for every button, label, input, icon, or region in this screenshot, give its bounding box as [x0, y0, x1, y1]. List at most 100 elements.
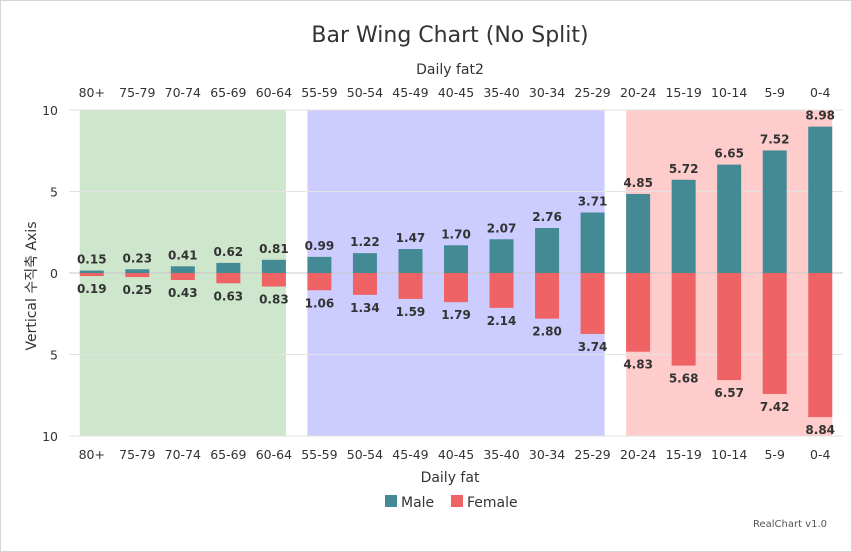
- bar-male-70-74: [170, 266, 195, 273]
- x-tick-top-label: 0-4: [810, 85, 830, 100]
- bar-male-30-34: [535, 228, 560, 273]
- data-label-female: 5.68: [669, 372, 699, 386]
- x-tick-top-label: 15-19: [665, 85, 701, 100]
- x-tick-bottom-label: 45-49: [392, 447, 428, 462]
- y-ticks: 10 5 0 5 10: [42, 103, 58, 444]
- data-label-female: 1.59: [396, 305, 426, 319]
- bar-male-35-40: [489, 239, 514, 273]
- bar-male-5-9: [762, 150, 787, 273]
- x-tick-bottom-label: 35-40: [483, 447, 519, 462]
- bar-male-20-24: [626, 193, 651, 273]
- y-tick-label: 10: [42, 103, 58, 118]
- x-tick-top-label: 25-29: [574, 85, 610, 100]
- bar-female-60-64: [261, 273, 286, 287]
- data-label-female: 0.83: [259, 293, 289, 307]
- x-tick-bottom-label: 55-59: [301, 447, 337, 462]
- bar-male-80+: [79, 270, 104, 273]
- x-tick-bottom-label: 25-29: [574, 447, 610, 462]
- bar-female-50-54: [352, 273, 377, 295]
- legend-label-female: Female: [467, 495, 518, 511]
- x-tick-bottom-label: 15-19: [665, 447, 701, 462]
- x-tick-top-label: 20-24: [620, 85, 656, 100]
- x-tick-top-label: 80+: [79, 85, 105, 100]
- data-label-male: 0.41: [168, 248, 198, 262]
- x-tick-top-label: 10-14: [711, 85, 747, 100]
- data-label-male: 6.65: [714, 147, 744, 161]
- data-label-female: 7.42: [760, 400, 790, 414]
- x-tick-top-label: 5-9: [764, 85, 784, 100]
- x-tick-bottom-label: 50-54: [347, 447, 383, 462]
- x-tick-bottom-label: 0-4: [810, 447, 830, 462]
- bar-female-40-45: [444, 273, 468, 303]
- y-tick-label: 0: [50, 266, 58, 281]
- bar-female-45-49: [398, 273, 423, 299]
- x-ticks-bottom: 80+ 75-79 70-74 65-69 60-64 55-59 50-54 45-49 40…: [79, 447, 831, 462]
- bar-male-60-64: [261, 259, 286, 273]
- bar-male-10-14: [717, 164, 742, 273]
- data-label-male: 1.70: [441, 227, 471, 241]
- legend-swatch-male: [385, 495, 397, 507]
- bar-female-35-40: [489, 273, 514, 308]
- data-label-female: 0.63: [214, 289, 244, 303]
- legend-label-male: Male: [401, 495, 434, 511]
- bar-female-55-59: [307, 273, 332, 291]
- bar-female-75-79: [125, 273, 150, 278]
- data-label-male: 8.98: [805, 109, 835, 123]
- data-label-male: 0.62: [214, 245, 244, 259]
- bar-female-80+: [79, 273, 104, 277]
- x-tick-bottom-label: 80+: [79, 447, 105, 462]
- y-tick-label: 10: [42, 429, 58, 444]
- data-label-male: 5.72: [669, 162, 699, 176]
- bar-male-0-4: [808, 126, 833, 273]
- bar-male-40-45: [444, 245, 468, 273]
- bar-female-30-34: [535, 273, 560, 319]
- data-label-male: 7.52: [760, 132, 790, 146]
- bar-male-65-69: [216, 262, 241, 273]
- x-tick-bottom-label: 60-64: [256, 447, 292, 462]
- x-tick-top-label: 70-74: [165, 85, 201, 100]
- bar-male-25-29: [580, 212, 605, 273]
- chart-title: Bar Wing Chart (No Split): [311, 23, 588, 48]
- legend: Male Female: [385, 495, 518, 511]
- data-labels: 0.15 0.19 0.23 0.25 0.41 0.43 0.62 0.63 0.81 0.83…: [77, 109, 835, 437]
- data-label-male: 2.07: [487, 221, 517, 235]
- data-label-male: 4.85: [623, 176, 653, 190]
- x-tick-bottom-label: 65-69: [210, 447, 246, 462]
- bars: [79, 126, 833, 418]
- legend-swatch-female: [451, 495, 463, 507]
- x-tick-bottom-label: 10-14: [711, 447, 747, 462]
- bar-female-0-4: [808, 273, 833, 418]
- x-tick-top-label: 45-49: [392, 85, 428, 100]
- bar-female-10-14: [717, 273, 742, 381]
- x-ticks-top: 80+ 75-79 70-74 65-69 60-64 55-59 50-54 45-49 40…: [79, 85, 831, 100]
- data-label-female: 1.06: [305, 296, 335, 310]
- x-tick-bottom-label: 75-79: [119, 447, 155, 462]
- x-tick-top-label: 55-59: [301, 85, 337, 100]
- data-label-female: 0.25: [122, 283, 152, 297]
- x-tick-bottom-label: 30-34: [529, 447, 565, 462]
- bar-male-45-49: [398, 249, 423, 273]
- x-tick-top-label: 50-54: [347, 85, 383, 100]
- x-tick-bottom-label: 20-24: [620, 447, 656, 462]
- data-label-male: 3.71: [578, 195, 608, 209]
- x-tick-top-label: 65-69: [210, 85, 246, 100]
- x-tick-bottom-label: 40-45: [438, 447, 474, 462]
- data-label-female: 4.83: [623, 358, 653, 372]
- data-label-female: 0.43: [168, 286, 198, 300]
- x-tick-top-label: 60-64: [256, 85, 292, 100]
- x-tick-top-label: 30-34: [529, 85, 565, 100]
- x-tick-top-label: 75-79: [119, 85, 155, 100]
- bar-male-50-54: [352, 253, 377, 273]
- data-label-male: 0.15: [77, 253, 107, 267]
- data-label-male: 1.47: [396, 231, 426, 245]
- legend-item-female[interactable]: Female: [451, 495, 518, 511]
- data-label-female: 8.84: [805, 423, 835, 437]
- grid-lines: [69, 109, 843, 437]
- x-axis-top-title: Daily fat2: [416, 62, 484, 78]
- legend-item-male[interactable]: Male: [385, 495, 434, 511]
- data-label-male: 2.76: [532, 210, 562, 224]
- data-label-male: 0.81: [259, 242, 289, 256]
- x-tick-top-label: 40-45: [438, 85, 474, 100]
- bar-female-25-29: [580, 273, 605, 334]
